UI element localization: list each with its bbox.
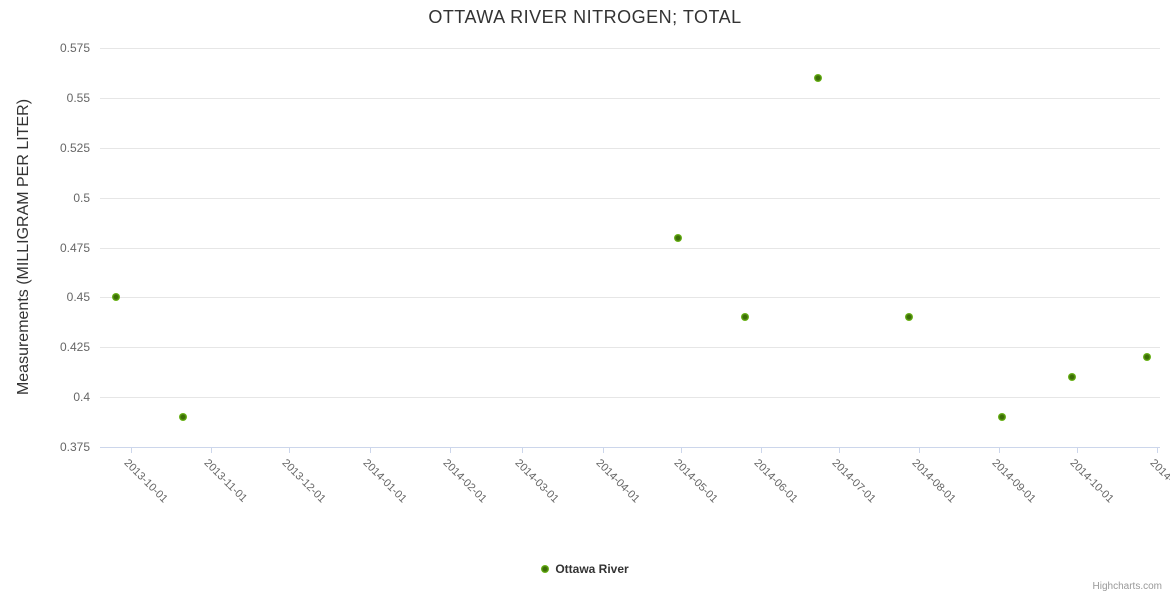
data-point[interactable] [813,73,822,82]
legend: Ottawa River [0,562,1170,576]
y-tick-label: 0.475 [59,240,90,255]
y-gridline [100,197,1160,199]
x-tick [999,447,1001,453]
x-tick-label: 2013-11-01 [201,457,250,505]
x-tick-label: 2014-01-01 [360,457,409,506]
x-tick-label: 2014-10-01 [1067,457,1116,506]
data-point[interactable] [1143,353,1152,362]
y-gridline [100,347,1160,349]
chart-title: OTTAWA RIVER NITROGEN; TOTAL [428,7,742,27]
data-point[interactable] [1067,373,1076,382]
x-tick [1077,447,1079,453]
y-tick-label: 0.55 [66,90,90,105]
y-tick-label: 0.375 [59,440,90,454]
x-tick-label: 2014-04-01 [593,457,642,506]
data-point[interactable] [111,293,120,302]
data-point[interactable] [673,233,682,242]
data-point[interactable] [997,413,1006,422]
x-tick-label: 2014-06-01 [751,457,800,506]
x-tick-label: 2014-02-01 [440,457,489,506]
y-gridline [100,397,1160,399]
x-tick [369,447,371,453]
x-tick [449,447,451,453]
y-gridline [100,147,1160,149]
data-point[interactable] [904,313,913,322]
x-tick [760,447,762,453]
credits-link[interactable]: Highcharts.com [1092,581,1162,592]
x-tick-label: 2014-03-01 [512,457,562,506]
y-tick-label: 0.575 [59,41,90,55]
x-tick-label: 2013-12-01 [279,457,328,506]
x-tick [131,447,133,453]
data-point[interactable] [178,413,187,422]
x-tick [522,447,524,453]
data-point[interactable] [741,313,750,322]
x-tick [1157,447,1159,453]
y-tick-label: 0.525 [59,140,90,155]
legend-series-marker-icon [541,565,550,573]
x-axis-line [100,447,1160,448]
x-tick [211,447,213,453]
y-gridline [100,297,1160,299]
x-tick-label: 2014-11-01 [1147,457,1170,505]
y-tick-label: 0.425 [59,340,90,355]
x-tick-label: 2014-08-01 [909,457,958,506]
y-gridline [100,247,1160,249]
x-tick-label: 2014-09-01 [989,457,1039,506]
y-gridline [100,97,1160,99]
y-tick-label: 0.4 [73,390,90,405]
x-tick [838,447,840,453]
x-tick-label: 2014-07-01 [829,457,878,506]
x-tick-label: 2014-05-01 [671,457,720,506]
x-tick [602,447,604,453]
legend-series-label[interactable]: Ottawa River [555,562,629,576]
y-tick-label: 0.45 [66,290,90,305]
y-gridline [100,48,1160,49]
x-tick [918,447,920,453]
x-tick-label: 2013-10-01 [121,457,170,506]
x-tick [680,447,682,453]
x-tick [289,447,291,453]
y-tick-label: 0.5 [73,190,90,205]
